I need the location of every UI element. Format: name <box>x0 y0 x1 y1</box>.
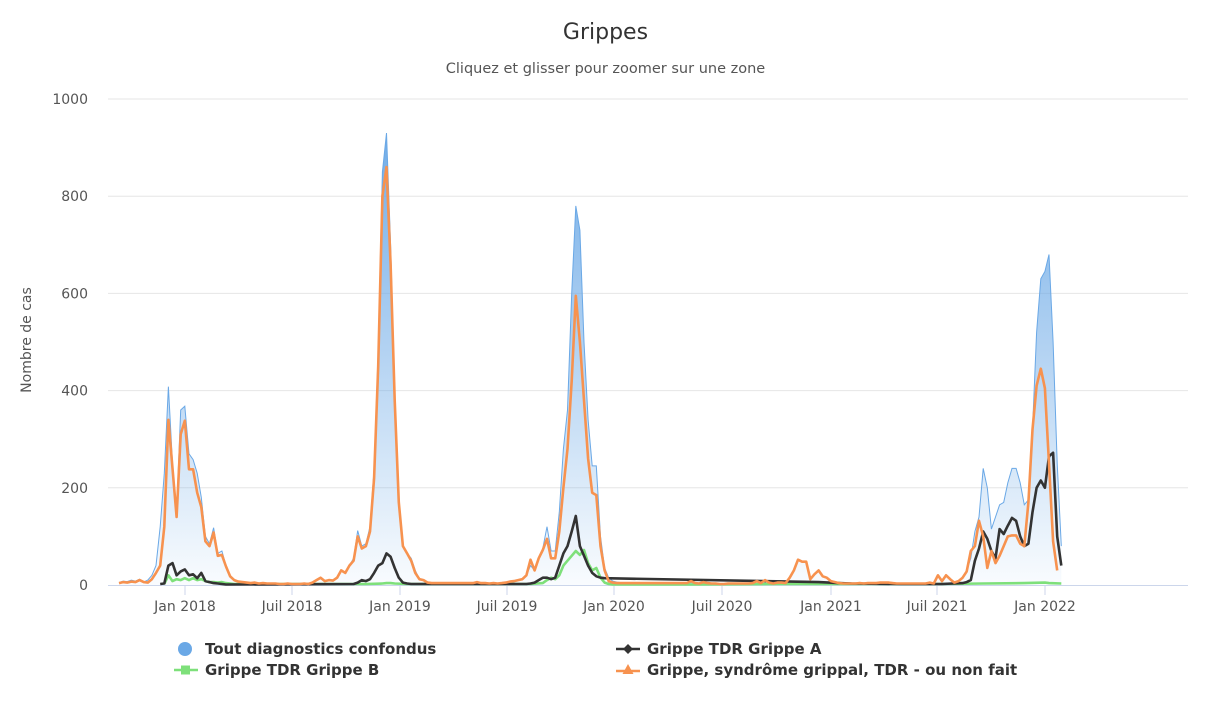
y-tick-label: 800 <box>61 189 88 205</box>
area-fill <box>119 133 1062 585</box>
legend-label: Grippe TDR Grippe A <box>647 640 822 658</box>
x-tick-label: Jan 2022 <box>1013 599 1076 615</box>
y-tick-label: 200 <box>61 481 88 497</box>
legend-label: Tout diagnostics confondus <box>205 640 437 658</box>
x-axis: Jan 2018 Juil 2018 Jan 2019 Juil 2019 Jan 20… <box>108 585 1188 615</box>
chart-title: Grippes <box>562 20 649 45</box>
x-tick-label: Jan 2018 <box>153 599 216 615</box>
x-tick-label: Juil 2019 <box>476 599 538 615</box>
x-tick-label: Jan 2019 <box>368 599 431 615</box>
triangle-marker-icon <box>614 662 644 678</box>
x-tick-label: Jan 2021 <box>799 599 862 615</box>
legend-item-syndrome-grippal[interactable]: Grippe, syndrôme grippal, TDR - ou non f… <box>614 661 1017 679</box>
series-line-1[interactable] <box>160 451 1063 586</box>
circle-marker-icon <box>172 641 202 657</box>
x-tick-label: Juil 2018 <box>261 599 323 615</box>
legend-label: Grippe, syndrôme grippal, TDR - ou non f… <box>647 661 1018 679</box>
legend-item-grippe-b[interactable]: Grippe TDR Grippe B <box>172 661 379 679</box>
y-axis-title: Nombre de cas <box>19 287 35 393</box>
y-tick-label: 600 <box>61 286 88 302</box>
chart-subtitle: Cliquez et glisser pour zoomer sur une z… <box>445 61 766 77</box>
y-gridlines <box>108 98 1188 489</box>
legend-item-tout-diagnostics[interactable]: Tout diagnostics confondus <box>172 640 436 658</box>
y-tick-label: 1000 <box>52 92 88 108</box>
legend: Tout diagnostics confondus Grippe TDR Gr… <box>0 640 1211 690</box>
x-tick-label: Jan 2020 <box>582 599 645 615</box>
legend-item-grippe-a[interactable]: Grippe TDR Grippe A <box>614 640 822 658</box>
series-group <box>118 132 1063 586</box>
y-axis-labels: 0 200 400 600 800 1000 <box>52 92 88 594</box>
diamond-marker-icon <box>614 641 644 657</box>
series-line-3[interactable] <box>118 165 1059 586</box>
y-tick-label: 0 <box>79 578 88 594</box>
legend-label: Grippe TDR Grippe B <box>205 661 380 679</box>
square-marker-icon <box>172 662 202 678</box>
y-tick-label: 400 <box>61 384 88 400</box>
x-tick-label: Juil 2021 <box>906 599 968 615</box>
x-tick-label: Juil 2020 <box>691 599 753 615</box>
